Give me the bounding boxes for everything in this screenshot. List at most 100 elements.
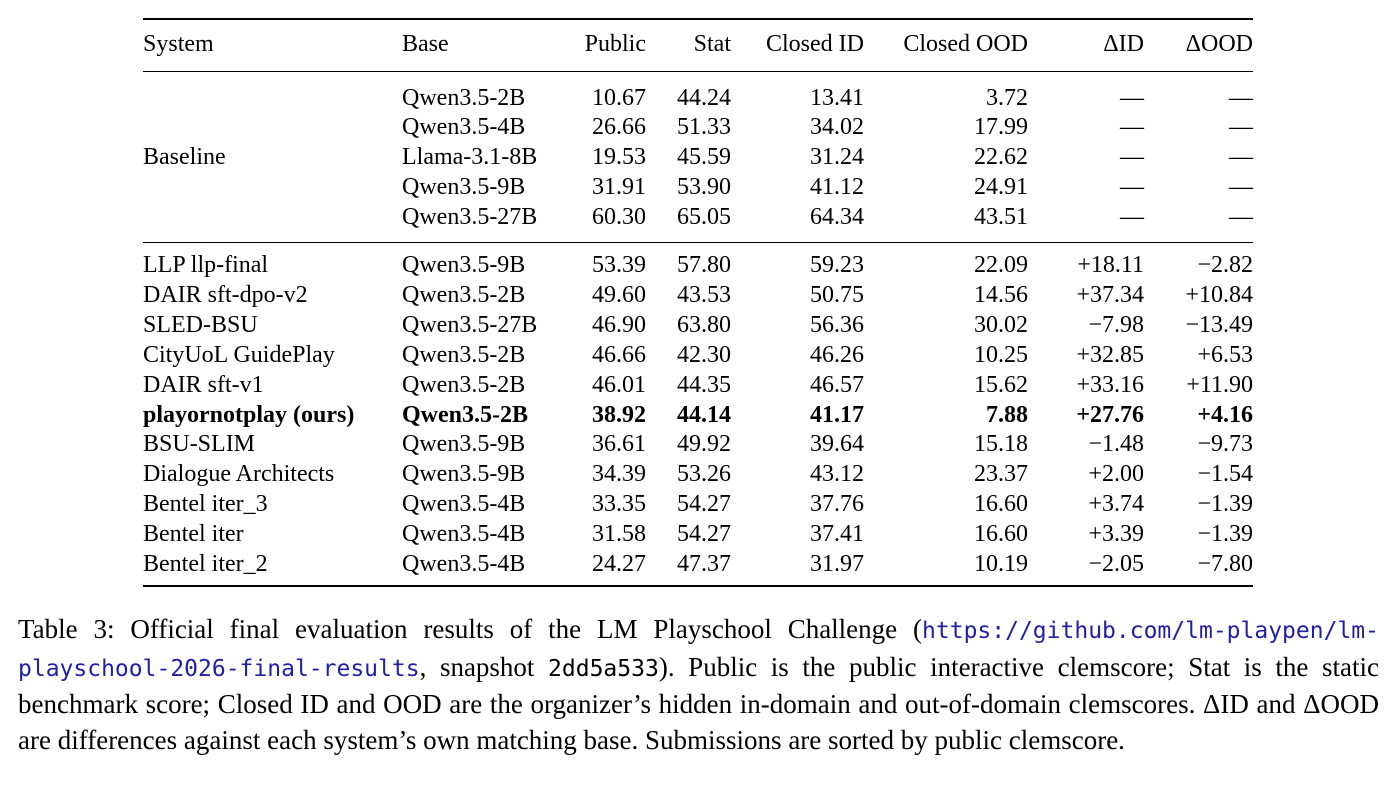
cell-system: Dialogue Architects [143,461,335,488]
table-row: CityUoL GuidePlay Qwen3.5-2B 46.66 42.30 46.… [143,341,1253,371]
cell-stat: 53.26 [677,461,731,488]
cell-stat: 54.27 [677,521,731,548]
table-row: Qwen3.5-4B 26.66 51.33 34.02 17.99 — — [143,113,1253,143]
cell-system: Bentel iter_2 [143,550,402,587]
table-body: Qwen3.5-2B 10.67 44.24 13.41 3.72— — Qwen3.5-4… [143,71,1253,587]
cell-closed-id: 43.12 [810,461,864,488]
cell-delta-id: — [1120,84,1144,111]
cell-closed-ood: 24.91 [974,174,1028,201]
cell-public: 36.61 [592,431,646,458]
table-row: BSU-SLIM Qwen3.5-9B 36.61 49.92 39.64 15.18 −1… [143,430,1253,460]
cell-system: SLED-BSU [143,311,258,338]
cell-stat: 44.24 [677,84,731,111]
cell-delta-id: — [1028,203,1144,244]
cell-delta-id: +33.16 [1076,371,1144,398]
table-row: Bentel iter_2 Qwen3.5-4B 24.27 47.37 31.97 10… [143,550,1253,587]
header-system: System [143,18,402,72]
cell-stat: 65.05 [646,203,731,244]
table-row: DAIR sft-dpo-v2 Qwen3.5-2B 49.60 43.53 50.75… [143,281,1253,311]
cell-closed-ood: 3.72 [986,84,1028,111]
cell-delta-id: — [1120,114,1144,141]
cell-public: 49.60 [592,281,646,308]
cell-stat: 44.14 [677,401,731,428]
cell-delta-id: +3.39 [1088,521,1144,548]
table-row: Qwen3.5-9B 31.91 53.90 41.12 24.91 — — [143,173,1253,203]
header-public: Public [552,18,646,72]
cell-stat: 54.27 [677,491,731,518]
cell-base: Qwen3.5-27B [402,311,538,338]
cell-closed-id: 34.02 [810,114,864,141]
cell-system [143,173,402,203]
cell-public: 10.67 [592,84,646,111]
snapshot-hash: 2dd5a533 [548,655,659,682]
cell-delta-ood: — [1144,203,1253,244]
cell-stat: 57.80 [677,252,731,279]
cell-delta-id: +2.00 [1088,461,1144,488]
table-row: Bentel iter_3 Qwen3.5-4B 33.35 54.27 37.76 16… [143,490,1253,520]
cell-closed-id: 37.76 [810,491,864,518]
cell-base: Qwen3.5-9B [402,461,526,488]
results-url-link[interactable]: https://github.com/lm-playpen/lm-playsch… [18,618,1379,682]
cell-closed-id: 59.23 [810,252,864,279]
cell-closed-id: 46.57 [810,371,864,398]
cell-public: 24.27 [552,550,646,587]
cell-delta-id: −1.48 [1088,431,1144,458]
cell-delta-ood: −1.39 [1197,491,1253,518]
cell-delta-id: +27.76 [1076,401,1144,428]
cell-base: Qwen3.5-2B [402,401,528,428]
cell-base: Qwen3.5-4B [402,550,552,587]
cell-system [143,203,402,244]
cell-public: 53.39 [592,252,646,279]
cell-stat: 49.92 [677,431,731,458]
cell-delta-id: +18.11 [1077,252,1144,279]
cell-delta-ood: — [1229,84,1253,111]
cell-closed-ood: 17.99 [974,114,1028,141]
header-delta-ood: ΔOOD [1144,18,1253,72]
caption-prefix: Table 3: Official final evaluation resul… [18,614,923,644]
cell-base: Qwen3.5-4B [402,491,526,518]
cell-closed-id: 37.41 [810,521,864,548]
cell-delta-ood: −9.73 [1197,431,1253,458]
cell-closed-ood: 43.51 [864,203,1028,244]
cell-delta-ood: +6.53 [1197,341,1253,368]
cell-system: Bentel iter [143,521,244,548]
cell-closed-ood: 30.02 [974,311,1028,338]
cell-delta-ood: −13.49 [1185,311,1253,338]
cell-base: Qwen3.5-27B [402,203,552,244]
cell-system [143,113,402,143]
table-row: DAIR sft-v1 Qwen3.5-2B 46.01 44.35 46.57 15.6… [143,371,1253,401]
table-row: Dialogue Architects Qwen3.5-9B 34.39 53.26 4… [143,460,1253,490]
cell-delta-ood: — [1229,174,1253,201]
cell-closed-ood: 14.56 [974,281,1028,308]
cell-delta-ood: +11.90 [1186,371,1253,398]
cell-delta-ood: — [1229,114,1253,141]
cell-closed-id: 64.34 [731,203,864,244]
cell-system: DAIR sft-dpo-v2 [143,281,308,308]
cell-public: 60.30 [552,203,646,244]
cell-closed-id: 13.41 [810,84,864,111]
header-stat: Stat [646,18,731,72]
cell-base: Qwen3.5-9B [402,431,526,458]
cell-base: Qwen3.5-4B [402,521,526,548]
table-row: Qwen3.5-2B 10.67 44.24 13.41 3.72 — — [143,71,1253,113]
cell-system: BSU-SLIM [143,431,256,458]
cell-system: CityUoL GuidePlay [143,341,335,368]
cell-closed-id: 39.64 [810,431,864,458]
cell-closed-ood: 22.09 [974,252,1028,279]
cell-closed-ood: 16.60 [974,521,1028,548]
cell-closed-id: 41.17 [810,401,864,428]
cell-delta-ood: −1.54 [1197,461,1253,488]
cell-stat: 44.35 [677,371,731,398]
header-row: System Base Public Stat Closed ID Closed… [143,18,1253,72]
cell-public: 31.91 [592,174,646,201]
cell-public: 46.66 [592,341,646,368]
cell-delta-ood: −7.80 [1144,550,1253,587]
cell-system: LLP llp-final [143,252,269,279]
cell-closed-ood: 23.37 [974,461,1028,488]
cell-stat: 43.53 [677,281,731,308]
table-row: Bentel iter Qwen3.5-4B 31.58 54.27 37.41 16.6… [143,520,1253,550]
cell-delta-id: −7.98 [1088,311,1144,338]
cell-base: Llama-3.1-8B [402,144,538,171]
cell-closed-ood: 7.88 [986,401,1028,428]
table-row: SLED-BSU Qwen3.5-27B 46.90 63.80 56.36 30.02 −… [143,311,1253,341]
